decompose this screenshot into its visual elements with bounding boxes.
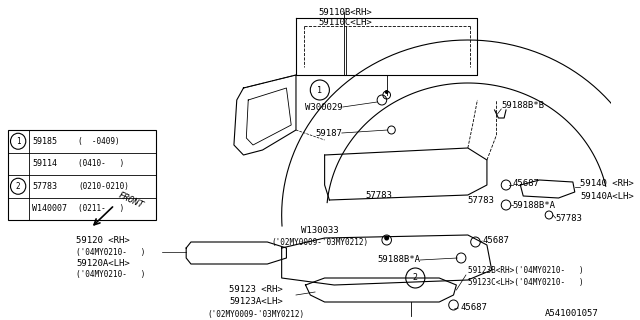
Text: (0210-0210): (0210-0210)	[78, 182, 129, 191]
Text: 59120A<LH>: 59120A<LH>	[76, 259, 130, 268]
Text: 45687: 45687	[513, 179, 540, 188]
Text: 1: 1	[16, 137, 20, 146]
Text: 59140A<LH>: 59140A<LH>	[580, 191, 634, 201]
Text: 59110B<RH>: 59110B<RH>	[319, 7, 372, 17]
Text: 59123A<LH>: 59123A<LH>	[229, 298, 283, 307]
Text: 45687: 45687	[460, 303, 487, 313]
Text: ('02MY0009-'03MY0212): ('02MY0009-'03MY0212)	[271, 237, 369, 246]
Text: 57783: 57783	[468, 196, 495, 204]
Text: 2: 2	[16, 182, 20, 191]
Text: W140007: W140007	[33, 204, 67, 213]
Text: 57783: 57783	[365, 190, 392, 199]
Text: 2: 2	[413, 274, 418, 283]
Text: 59188B*A: 59188B*A	[513, 201, 556, 210]
Text: (  -0409): ( -0409)	[78, 137, 120, 146]
Text: 59120 <RH>: 59120 <RH>	[76, 236, 130, 244]
Text: 59185: 59185	[33, 137, 58, 146]
Bar	[8, 130, 156, 220]
Text: ('02MY0009-'03MY0212): ('02MY0009-'03MY0212)	[207, 309, 305, 318]
Circle shape	[385, 90, 388, 94]
Text: 59114: 59114	[33, 159, 58, 168]
Text: 45687: 45687	[482, 236, 509, 244]
Text: FRONT: FRONT	[116, 190, 145, 210]
Text: 59123B<RH>('04MY0210-   ): 59123B<RH>('04MY0210- )	[468, 266, 584, 275]
Text: 59123 <RH>: 59123 <RH>	[229, 285, 283, 294]
Text: ('04MY0210-   ): ('04MY0210- )	[76, 247, 146, 257]
Text: W130033: W130033	[301, 226, 339, 235]
Text: 1: 1	[317, 85, 323, 94]
Text: 59140 <RH>: 59140 <RH>	[580, 179, 634, 188]
Text: (0211-   ): (0211- )	[78, 204, 125, 213]
Text: ('04MY0210-   ): ('04MY0210- )	[76, 270, 146, 279]
Text: 57783: 57783	[33, 182, 58, 191]
Circle shape	[385, 236, 388, 240]
Text: (0410-   ): (0410- )	[78, 159, 125, 168]
Text: 59110C<LH>: 59110C<LH>	[319, 18, 372, 27]
Text: 59188B*B: 59188B*B	[501, 100, 544, 109]
Text: 59123C<LH>('04MY0210-   ): 59123C<LH>('04MY0210- )	[468, 277, 584, 286]
Text: 59187: 59187	[315, 129, 342, 138]
Text: A541001057: A541001057	[545, 308, 598, 317]
Text: 59188B*A: 59188B*A	[377, 255, 420, 265]
Text: 57783: 57783	[556, 213, 582, 222]
Text: W300029: W300029	[305, 102, 343, 111]
